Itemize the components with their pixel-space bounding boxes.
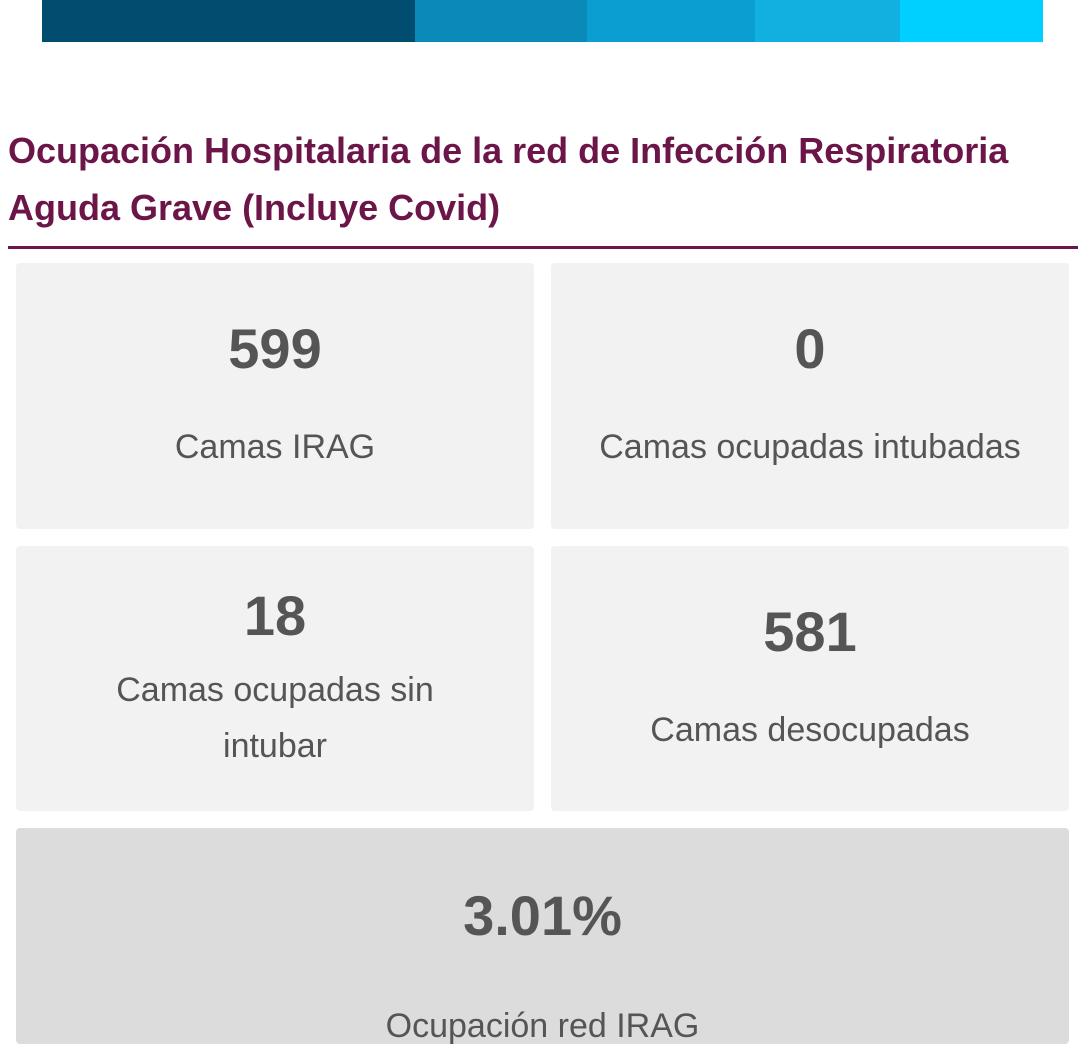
section-title: Ocupación Hospitalaria de la red de Infe… (8, 130, 1009, 228)
stat-label: Ocupación red IRAG (385, 1007, 700, 1045)
stat-card: 0 Camas ocupadas intubadas (551, 263, 1069, 529)
stat-card: 18 Camas ocupadas sin intubar (16, 546, 534, 811)
stat-value: 3.01% (463, 884, 622, 947)
stat-value: 599 (228, 317, 322, 380)
color-band (900, 0, 1043, 42)
stat-label: Camas ocupadas sin intubar (116, 670, 434, 765)
stat-label: Camas ocupadas intubadas (599, 428, 1021, 466)
color-band (415, 0, 587, 42)
title-underline (8, 246, 1078, 249)
color-band (755, 0, 900, 42)
stat-value: 18 (243, 583, 307, 647)
stat-card: 3.01% Ocupación red IRAG (16, 828, 1069, 1045)
stat-value: 581 (763, 599, 857, 663)
stat-label: Camas desocupadas (650, 710, 970, 749)
stat-label: Camas IRAG (174, 428, 376, 466)
color-band (587, 0, 755, 42)
stat-card: 581 Camas desocupadas (551, 546, 1069, 811)
stat-value: 0 (794, 317, 826, 380)
stat-card: 599 Camas IRAG (16, 263, 534, 529)
color-band (42, 0, 415, 42)
